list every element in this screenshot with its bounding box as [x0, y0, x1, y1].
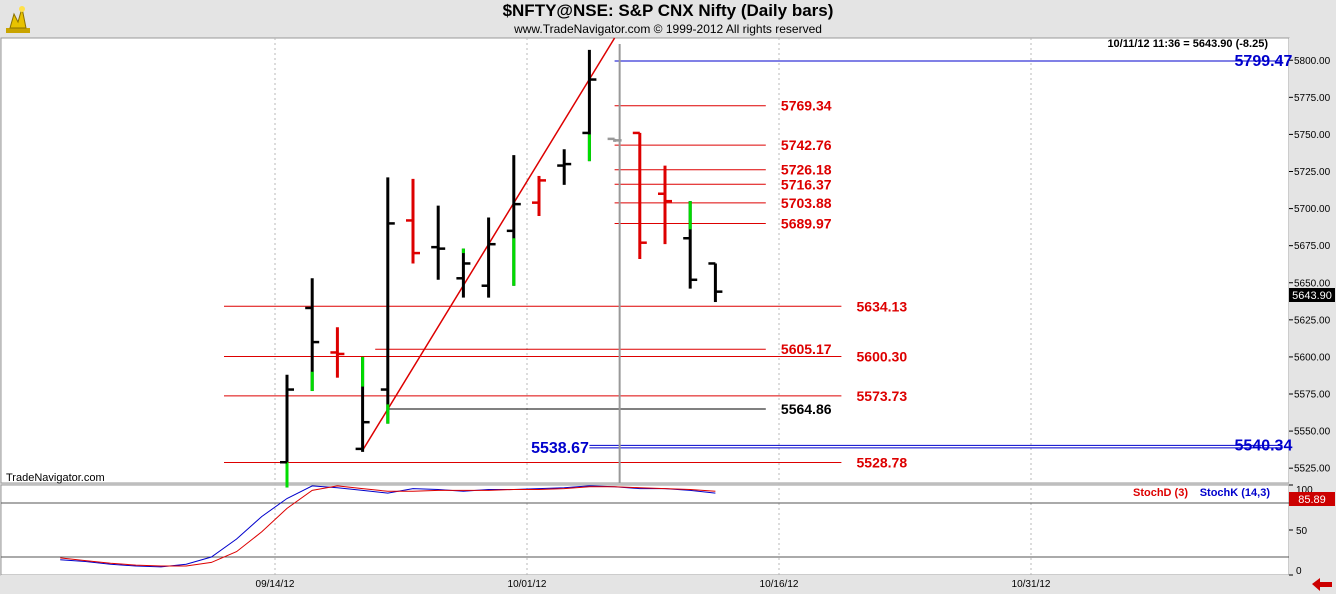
y-tick-label: 5550.00 [1294, 427, 1331, 438]
ohlc-bar [532, 175, 546, 216]
ohlc-bar [431, 205, 446, 280]
watermark: TradeNavigator.com [6, 472, 105, 484]
level-label: 5742.76 [781, 137, 832, 153]
ohlc-bar [330, 327, 345, 378]
ohlc-bar [632, 131, 647, 260]
stoch-legend-entry: StochK (14,3) [1200, 487, 1271, 499]
date-x-axis: 09/14/12 10/01/12 10/16/12 10/31/12 [256, 579, 1051, 590]
quote-readout: 10/11/12 11:36 = 5643.90 (-8.25) [1107, 38, 1268, 50]
logo-icon [6, 6, 30, 33]
stoch-last-box [1289, 492, 1335, 506]
x-tick-label: 10/16/12 [760, 579, 799, 590]
ohlc-bar [607, 137, 622, 142]
ohlc-bar [406, 178, 420, 264]
ohlc-bar [708, 262, 723, 303]
y-tick-label: 5775.00 [1294, 93, 1331, 104]
stoch-tick-label: 100 [1296, 485, 1313, 496]
ohlc-bar [280, 374, 294, 488]
stochastic-panel: 0 50 100 StochD (3) StochK (14,3) [1, 484, 1313, 577]
level-label: 5634.13 [857, 298, 908, 314]
ohlc-bar [658, 165, 672, 245]
stoch-tick-label: 0 [1296, 566, 1302, 577]
y-tick-label: 5750.00 [1294, 130, 1331, 141]
level-label: 5600.30 [857, 348, 908, 364]
level-label: 5573.73 [857, 388, 908, 404]
price-y-axis: 5525.00 5550.00 5575.00 5600.00 5625.00 5650.… [1289, 56, 1331, 475]
y-tick-label: 5600.00 [1294, 352, 1331, 363]
level-label: 5528.78 [857, 455, 908, 471]
y-tick-label: 5525.00 [1294, 464, 1331, 475]
level-label: 5689.97 [781, 215, 832, 231]
level-label: 5538.67 [531, 440, 589, 457]
scroll-arrow-icon[interactable] [1312, 578, 1332, 591]
level-label: 5726.18 [781, 162, 832, 178]
ohlc-bar [380, 177, 395, 424]
y-tick-label: 5725.00 [1294, 167, 1331, 178]
x-axis-strip [1, 575, 1289, 594]
chart-title: $NFTY@NSE: S&P CNX Nifty (Daily bars) [502, 1, 834, 20]
ohlc-bar [582, 49, 597, 162]
stoch-panel [0, 484, 1290, 576]
y-axis-panel [1289, 38, 1335, 575]
ohlc-bar [683, 201, 698, 289]
copyright-text: www.TradeNavigator.com © 1999-2012 All r… [514, 22, 822, 36]
ohlc-bar [305, 278, 320, 392]
level-label: 5769.34 [781, 98, 832, 114]
ohlc-bar [355, 356, 370, 452]
stoch-last-label: 85.89 [1298, 494, 1326, 506]
ohlc-bar [557, 149, 572, 185]
x-tick-label: 09/14/12 [256, 579, 295, 590]
level-label: 5605.17 [781, 341, 832, 357]
level-label: 5564.86 [781, 401, 832, 417]
stoch-series-line [60, 485, 716, 567]
ohlc-bar [456, 248, 471, 298]
y-tick-label: 5650.00 [1294, 278, 1331, 289]
stoch-tick-label: 50 [1296, 526, 1308, 537]
last-price-box [1289, 288, 1335, 302]
level-label: 5703.88 [781, 195, 832, 211]
ohlc-bar [481, 217, 496, 298]
ohlc-bar [506, 155, 521, 286]
level-label: 5799.47 [1235, 53, 1293, 70]
x-tick-label: 10/01/12 [508, 579, 547, 590]
last-price-label: 5643.90 [1292, 290, 1332, 302]
level-label: 5716.37 [781, 176, 832, 192]
y-tick-label: 5675.00 [1294, 241, 1331, 252]
y-tick-label: 5625.00 [1294, 315, 1331, 326]
stoch-legend-entry: StochD (3) [1133, 487, 1188, 499]
y-tick-label: 5800.00 [1294, 56, 1331, 67]
level-label: 5540.34 [1235, 437, 1293, 454]
ohlc-bars [280, 49, 723, 488]
y-tick-label: 5575.00 [1294, 390, 1331, 401]
y-tick-label: 5700.00 [1294, 204, 1331, 215]
price-panel [0, 37, 1290, 484]
x-tick-label: 10/31/12 [1012, 579, 1051, 590]
